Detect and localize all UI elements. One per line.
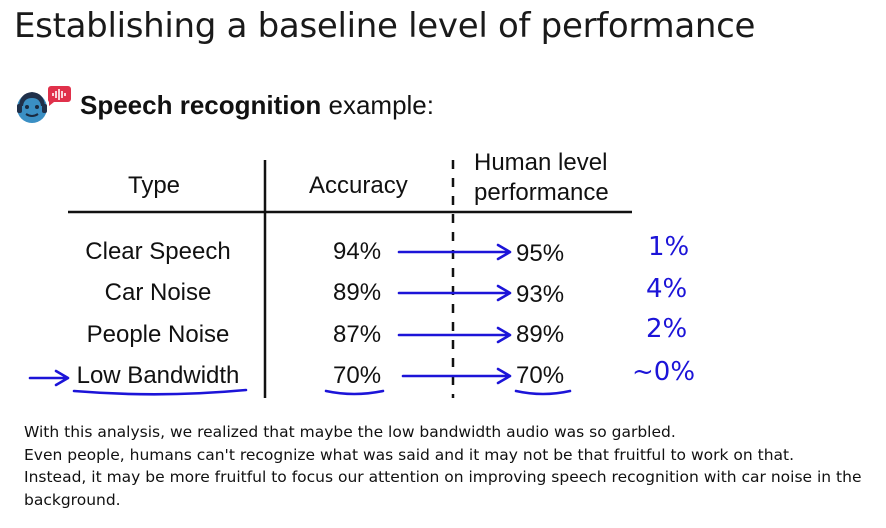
row-note: 4%	[646, 274, 688, 304]
arrow-row-3	[397, 326, 512, 344]
subtitle-bold: Speech recognition	[80, 89, 322, 120]
header-human-line1: Human level	[474, 149, 608, 176]
header-accuracy: Accuracy	[309, 172, 408, 199]
page-title: Establishing a baseline level of perform…	[14, 6, 756, 46]
row-type: Clear Speech	[85, 238, 231, 265]
arrow-row-4	[401, 367, 512, 385]
arrow-row-2	[397, 284, 512, 302]
subtitle-row: Speech recognition example:	[14, 84, 434, 126]
row-accuracy: 89%	[333, 279, 382, 306]
row-human: 95%	[516, 240, 565, 267]
caption-line: Even people, humans can't recognize what…	[24, 445, 795, 464]
caption-line: Instead, it may be more fruitful to focu…	[24, 468, 862, 486]
header-human-level: Human level performance	[474, 148, 609, 208]
caption-line: With this analysis, we realized that may…	[24, 423, 676, 441]
row-human: 89%	[516, 321, 565, 348]
row-type: Low Bandwidth	[76, 362, 240, 389]
underline-accuracy	[324, 389, 385, 396]
row-human: 70%	[516, 362, 565, 389]
row-type: Car Noise	[104, 279, 212, 306]
row-note: 2%	[646, 314, 688, 344]
header-human-line2: performance	[474, 179, 609, 206]
row-note: ~0%	[632, 357, 696, 387]
row-type: People Noise	[86, 321, 230, 348]
row-accuracy: 94%	[333, 238, 382, 265]
caption-text: With this analysis, we realized that may…	[24, 421, 864, 511]
underline-human	[514, 389, 572, 396]
arrow-row-1	[397, 243, 512, 261]
header-type: Type	[128, 172, 181, 199]
row-note: 1%	[648, 232, 690, 262]
caption-line: background.	[24, 490, 121, 509]
underline-low-bandwidth	[72, 388, 248, 396]
subtitle-rest: example:	[321, 89, 434, 120]
subtitle: Speech recognition example:	[80, 90, 434, 121]
row-accuracy: 87%	[333, 321, 382, 348]
pointer-arrow-icon	[28, 369, 70, 387]
row-human: 93%	[516, 281, 565, 308]
row-accuracy: 70%	[333, 362, 382, 389]
person-speaking-icon	[17, 86, 71, 123]
